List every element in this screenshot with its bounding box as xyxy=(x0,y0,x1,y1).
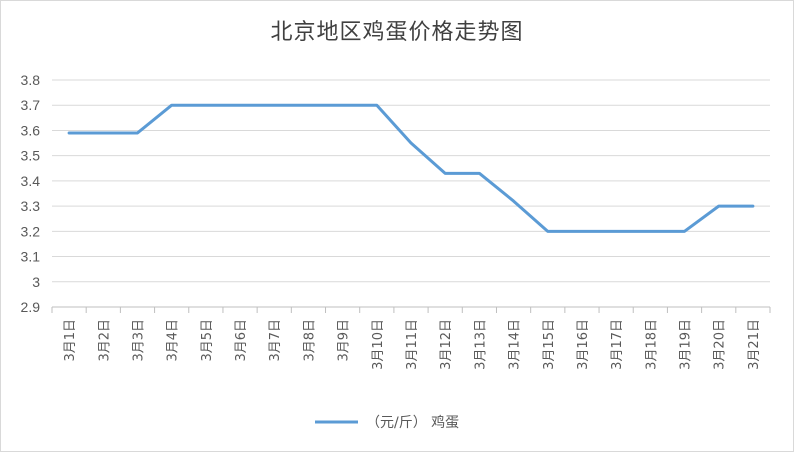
y-tick-label: 3 xyxy=(32,274,40,290)
x-tick-label: 3月12日 xyxy=(439,319,454,370)
chart-title: 北京地区鸡蛋价格走势图 xyxy=(270,20,524,45)
y-tick-label: 3.3 xyxy=(21,198,41,214)
x-tick-label: 3月3日 xyxy=(131,319,146,362)
x-axis xyxy=(51,306,771,313)
x-tick-label: 3月16日 xyxy=(576,319,591,370)
gridlines xyxy=(52,79,770,283)
y-tick-label: 3.1 xyxy=(21,249,41,265)
x-tick-label: 3月10日 xyxy=(371,319,386,370)
x-tick-label: 3月9日 xyxy=(337,319,352,362)
x-tick-label: 3月15日 xyxy=(542,319,557,370)
series-group xyxy=(67,103,755,233)
x-tick-label: 3月17日 xyxy=(610,319,625,370)
y-tick-label: 3.5 xyxy=(21,148,41,164)
x-tick-label: 3月6日 xyxy=(234,319,249,362)
legend-label: （元/斤） 鸡蛋 xyxy=(366,414,459,431)
y-tick-label: 3.8 xyxy=(21,72,41,88)
y-axis: 2.9 3 3.1 3.2 3.3 3.4 3.5 3.6 3.7 3.8 xyxy=(21,72,41,315)
legend: （元/斤） 鸡蛋 xyxy=(315,414,459,431)
x-tick-label: 3月5日 xyxy=(200,319,215,362)
x-tick-label: 3月11日 xyxy=(405,319,420,370)
x-tick-label: 3月20日 xyxy=(713,319,728,370)
x-tick-label: 3月13日 xyxy=(473,319,488,370)
x-tick-label: 3月18日 xyxy=(644,319,659,370)
x-tick-label: 3月8日 xyxy=(302,319,317,362)
y-tick-label: 3.7 xyxy=(21,97,41,113)
y-tick-label: 3.4 xyxy=(21,173,41,189)
x-tick-label: 3月4日 xyxy=(166,319,181,362)
series-line xyxy=(67,103,755,233)
y-tick-label: 3.6 xyxy=(21,122,41,138)
x-tick-label: 3月2日 xyxy=(97,319,112,362)
x-tick-labels: 3月1日 3月2日 3月3日 3月4日 3月5日 3月6日 3月7日 3月8日 3月9日 3月10… xyxy=(63,319,762,370)
x-tick-label: 3月21日 xyxy=(747,319,762,370)
x-tick-label: 3月1日 xyxy=(63,319,78,362)
x-tick-label: 3月14日 xyxy=(508,319,523,370)
y-tick-label: 2.9 xyxy=(21,299,41,315)
x-tick-label: 3月19日 xyxy=(679,319,694,370)
y-tick-label: 3.2 xyxy=(21,223,41,239)
x-tick-label: 3月7日 xyxy=(268,319,283,362)
